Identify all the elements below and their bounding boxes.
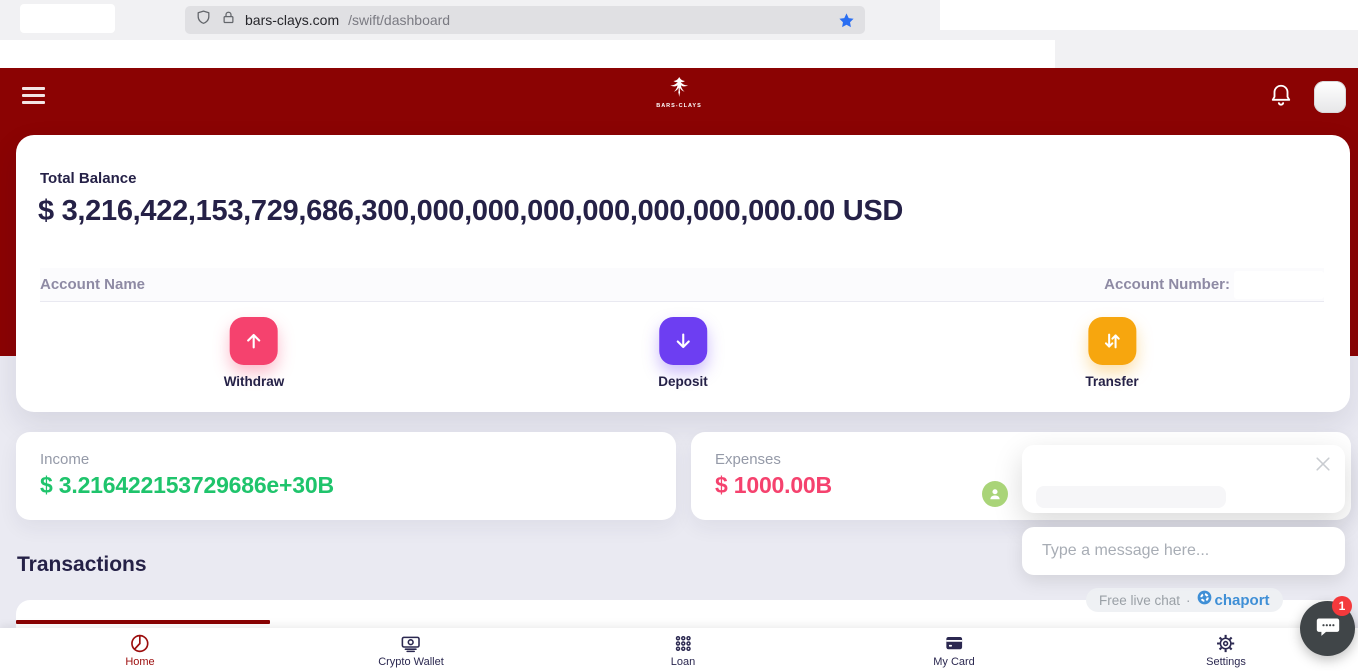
- nav-item-settings[interactable]: Settings: [1206, 632, 1246, 668]
- chat-input-wrap: [1022, 527, 1345, 575]
- nav-item-home[interactable]: Home: [125, 632, 155, 668]
- bookmark-star-icon[interactable]: [838, 12, 855, 29]
- browser-tab-ghost[interactable]: [20, 4, 115, 33]
- url-path: /swift/dashboard: [348, 12, 451, 28]
- chat-message-input[interactable]: [1022, 527, 1345, 575]
- brand-logo: BARS-CLAYS: [656, 77, 702, 109]
- total-balance-value: $ 3,216,422,153,729,686,300,000,000,000,…: [38, 195, 904, 227]
- transfer-button[interactable]: Transfer: [1085, 317, 1139, 389]
- chat-message-bubble: [1036, 486, 1226, 508]
- badge-separator: ·: [1186, 592, 1191, 608]
- nav-label-home: Home: [125, 656, 155, 668]
- url-bar[interactable]: bars-clays.com/swift/dashboard: [185, 6, 865, 34]
- browser-chrome-right-panel: [940, 0, 1358, 30]
- account-name-label: Account Name: [40, 276, 146, 293]
- chat-close-icon[interactable]: [1313, 454, 1333, 479]
- bottom-navigation: Home Crypto Wallet Loan My Card: [0, 628, 1358, 671]
- credit-card-icon: [933, 632, 975, 654]
- gear-icon: [1206, 632, 1246, 654]
- app-bar: BARS-CLAYS: [0, 68, 1358, 124]
- expenses-label: Expenses: [715, 451, 781, 468]
- arrow-up-icon: [230, 317, 278, 365]
- expenses-value: $ 1000.00B: [715, 472, 832, 498]
- income-value: $ 3.216422153729686e+30B: [40, 472, 334, 498]
- notifications-bell-icon[interactable]: [1268, 82, 1294, 114]
- brand-logo-text: BARS-CLAYS: [656, 103, 702, 109]
- transactions-title: Transactions: [17, 553, 147, 576]
- nav-label-crypto-wallet: Crypto Wallet: [378, 656, 444, 668]
- deposit-button[interactable]: Deposit: [658, 317, 708, 389]
- chaport-logo-icon: [1197, 590, 1212, 610]
- withdraw-button[interactable]: Withdraw: [223, 317, 285, 389]
- chat-agent-avatar: [982, 481, 1008, 507]
- income-card: Income $ 3.216422153729686e+30B: [16, 432, 676, 520]
- chat-message-panel: [1022, 445, 1345, 513]
- total-balance-label: Total Balance: [40, 170, 137, 187]
- url-domain: bars-clays.com: [245, 12, 340, 28]
- dots-grid-icon: [671, 632, 695, 654]
- nav-label-my-card: My Card: [933, 656, 975, 668]
- nav-item-crypto-wallet[interactable]: Crypto Wallet: [378, 632, 444, 668]
- account-number-value-box: [1234, 270, 1324, 299]
- free-live-chat-label: Free live chat: [1099, 592, 1181, 608]
- income-label: Income: [40, 451, 90, 468]
- nav-item-my-card[interactable]: My Card: [933, 632, 975, 668]
- nav-label-loan: Loan: [670, 656, 696, 668]
- arrow-down-icon: [658, 317, 707, 365]
- transactions-active-tab-underline: [16, 620, 270, 624]
- deposit-label: Deposit: [658, 374, 708, 389]
- lock-icon[interactable]: [221, 10, 236, 30]
- nav-label-settings: Settings: [1206, 656, 1246, 668]
- pie-chart-icon: [125, 632, 154, 654]
- eagle-logo-icon: [667, 77, 691, 101]
- chaport-brand-name: chaport: [1214, 591, 1270, 609]
- chat-unread-badge: 1: [1332, 596, 1352, 616]
- balance-card: Total Balance $ 3,216,422,153,729,686,30…: [16, 135, 1350, 412]
- account-number-label: Account Number:: [1104, 276, 1230, 293]
- shield-icon[interactable]: [195, 9, 212, 31]
- browser-bookmarks-strip: [0, 40, 1055, 68]
- arrows-swap-vertical-icon: [1088, 317, 1136, 365]
- chat-bubble-icon: [1314, 612, 1342, 645]
- browser-chrome: bars-clays.com/swift/dashboard: [0, 0, 1358, 68]
- profile-avatar[interactable]: [1314, 81, 1346, 113]
- account-row: Account Name Account Number:: [40, 268, 1324, 302]
- chat-branding-badge[interactable]: Free live chat · chaport: [1086, 588, 1283, 612]
- menu-hamburger-icon[interactable]: [22, 87, 45, 104]
- banknote-icon: [378, 632, 444, 654]
- nav-item-loan[interactable]: Loan: [671, 632, 695, 668]
- transfer-label: Transfer: [1085, 374, 1139, 389]
- withdraw-label: Withdraw: [223, 374, 285, 389]
